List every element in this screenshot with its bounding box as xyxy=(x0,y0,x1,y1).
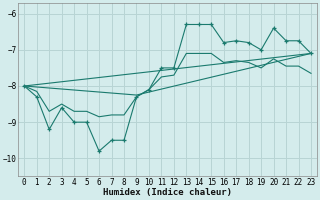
X-axis label: Humidex (Indice chaleur): Humidex (Indice chaleur) xyxy=(103,188,232,197)
